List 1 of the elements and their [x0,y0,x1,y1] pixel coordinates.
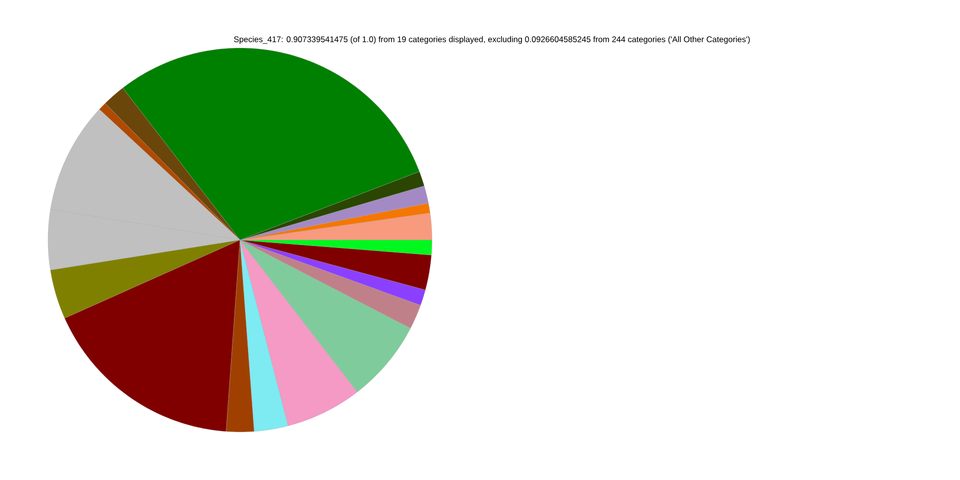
text: Species_417: 0.907339541475 (of 1.0) from 19 categories displayed, excluding 0.0926604585245 from 244 categories ('All Other Categories') [234,36,750,44]
